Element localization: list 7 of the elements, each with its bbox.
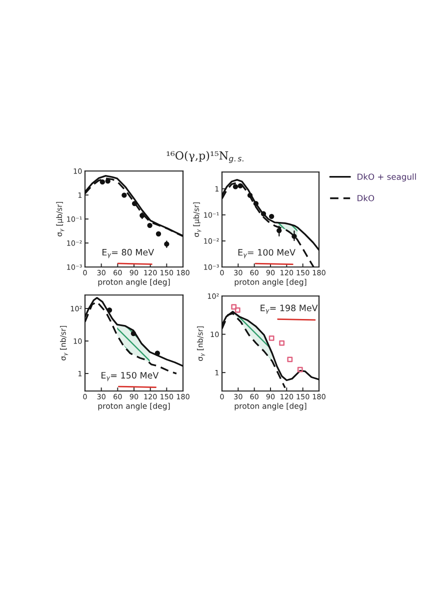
annotation: E$_{γ}$= 80 MeV: [102, 248, 154, 258]
annotation: E$_{γ}$= 100 MeV: [238, 249, 296, 258]
chart-title: ¹⁶O(γ,p)¹⁵N$_{g.s.}$: [166, 151, 244, 163]
legend-label: DkO + seagull: [358, 173, 416, 182]
annotation: E$_{γ}$= 150 MeV: [102, 372, 159, 382]
legend-label: DkO: [358, 194, 374, 202]
annotation: E$_{γ}$= 198 MeV: [260, 304, 318, 314]
